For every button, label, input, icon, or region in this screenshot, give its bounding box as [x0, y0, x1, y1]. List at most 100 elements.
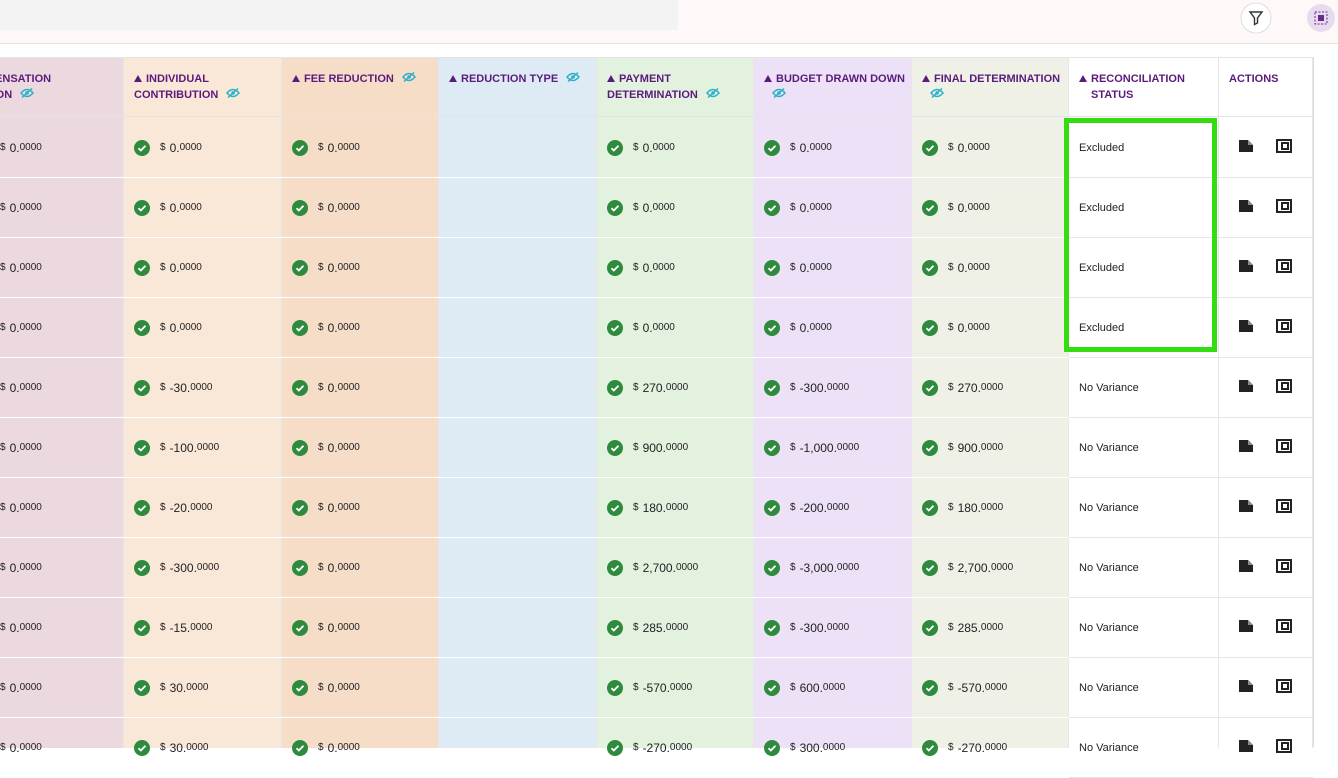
export-button[interactable] — [1276, 739, 1292, 756]
select-button[interactable] — [1306, 3, 1336, 33]
amount-fraction: 0000 — [809, 322, 832, 333]
currency: $ — [160, 262, 166, 273]
view-document-button[interactable] — [1238, 259, 1254, 276]
view-document-button[interactable] — [1238, 619, 1254, 636]
export-button[interactable] — [1276, 139, 1292, 156]
table-cell: $0. 0000 — [124, 298, 282, 358]
currency: $ — [318, 562, 324, 573]
currency: $ — [0, 202, 6, 213]
amount-fraction: 0000 — [809, 202, 832, 213]
table-cell — [439, 238, 597, 298]
amount-main: 0. — [9, 440, 20, 455]
hide-column-icon[interactable] — [772, 87, 786, 103]
table-cell: $0. 0000 — [282, 238, 439, 298]
header-text: INDIVIDUAL — [146, 73, 209, 85]
currency: $ — [790, 142, 796, 153]
table-cell: No Variance — [1069, 418, 1219, 478]
column: ACTIONS — [1219, 58, 1313, 778]
view-document-button[interactable] — [1238, 559, 1254, 576]
sort-arrow — [134, 75, 142, 82]
export-button[interactable] — [1276, 319, 1292, 336]
table-cell: $0. 0000 — [0, 238, 124, 298]
export-button[interactable] — [1276, 499, 1292, 516]
status: Excluded — [1079, 321, 1125, 334]
view-document-button[interactable] — [1238, 199, 1254, 216]
amount-main: 0. — [327, 320, 338, 335]
amount-main: 0. — [327, 440, 338, 455]
table-cell: No Variance — [1069, 658, 1219, 718]
table-cell: $ -570. 0000 — [912, 658, 1069, 718]
currency: $ — [0, 142, 6, 153]
table-cell: $0. 0000 — [754, 238, 912, 298]
hide-column-icon[interactable] — [401, 71, 416, 87]
check-icon — [764, 439, 790, 456]
table-cell: $30. 0000 — [124, 658, 282, 718]
view-document-button[interactable] — [1238, 499, 1254, 516]
table-cell — [1219, 358, 1313, 418]
table-cell: $0. 0000 — [597, 298, 754, 358]
export-button[interactable] — [1276, 199, 1292, 216]
hide-column-icon[interactable] — [20, 87, 35, 103]
currency: $ — [790, 502, 796, 513]
export-button[interactable] — [1276, 679, 1292, 696]
status: No Variance — [1079, 681, 1139, 694]
check-icon — [134, 259, 160, 276]
amount-main: 0. — [9, 680, 20, 695]
currency: $ — [948, 322, 954, 333]
export-button[interactable] — [1276, 439, 1292, 456]
export-button[interactable] — [1276, 619, 1292, 636]
currency: $ — [160, 742, 166, 753]
currency: $ — [948, 202, 954, 213]
hide-column-icon[interactable] — [705, 87, 720, 103]
amount-main: 0. — [9, 500, 20, 515]
amount-main: 0. — [169, 260, 180, 275]
amount-fraction: 0000 — [809, 142, 832, 153]
currency: $ — [160, 202, 166, 213]
check-icon — [292, 319, 318, 336]
scrollbar[interactable] — [1313, 57, 1338, 747]
amount-fraction: 0000 — [19, 142, 42, 153]
hide-column-icon[interactable] — [930, 87, 944, 103]
table-cell — [439, 598, 597, 658]
amount-fraction: 0000 — [19, 742, 42, 753]
currency: $ — [160, 502, 166, 513]
sort-arrow — [922, 75, 930, 82]
hide-column-icon[interactable] — [566, 71, 581, 87]
table-cell: $270. 0000 — [597, 358, 754, 418]
export-button[interactable] — [1276, 259, 1292, 276]
hide-column-icon[interactable] — [226, 87, 241, 103]
amount-fraction: 0000 — [967, 202, 990, 213]
status: No Variance — [1079, 621, 1139, 634]
amount-main: 0. — [957, 260, 968, 275]
amount-main: 180. — [642, 500, 666, 515]
amount-main: 0. — [327, 560, 338, 575]
table-cell — [439, 118, 597, 178]
check-icon — [292, 259, 318, 276]
search-box[interactable] — [0, 0, 678, 30]
check-icon — [922, 499, 948, 516]
column-header: PAYMENT DETERMINATION — [597, 58, 754, 117]
currency: $ — [633, 382, 639, 393]
view-document-button[interactable] — [1238, 379, 1254, 396]
check-icon — [764, 259, 790, 276]
amount-fraction: 0000 — [652, 202, 675, 213]
amount-fraction: 0000 — [19, 382, 42, 393]
filter-button[interactable] — [1240, 2, 1272, 34]
view-document-button[interactable] — [1238, 319, 1254, 336]
view-document-button[interactable] — [1238, 139, 1254, 156]
table-cell: $0. 0000 — [124, 238, 282, 298]
view-document-button[interactable] — [1238, 739, 1254, 756]
check-icon — [134, 559, 160, 576]
currency: $ — [0, 682, 6, 693]
amount-main: -270. — [642, 740, 670, 755]
amount-fraction: 0000 — [337, 262, 360, 273]
view-document-button[interactable] — [1238, 439, 1254, 456]
export-button[interactable] — [1276, 379, 1292, 396]
table-cell: $0. 0000 — [124, 118, 282, 178]
amount-fraction: 0000 — [19, 322, 42, 333]
amount-main: 0. — [9, 380, 20, 395]
view-document-button[interactable] — [1238, 679, 1254, 696]
column: OMPENSATIONUCTION$0.0000$0.0000$0.0000$0… — [0, 58, 124, 778]
export-button[interactable] — [1276, 559, 1292, 576]
amount-main: 0. — [799, 140, 810, 155]
